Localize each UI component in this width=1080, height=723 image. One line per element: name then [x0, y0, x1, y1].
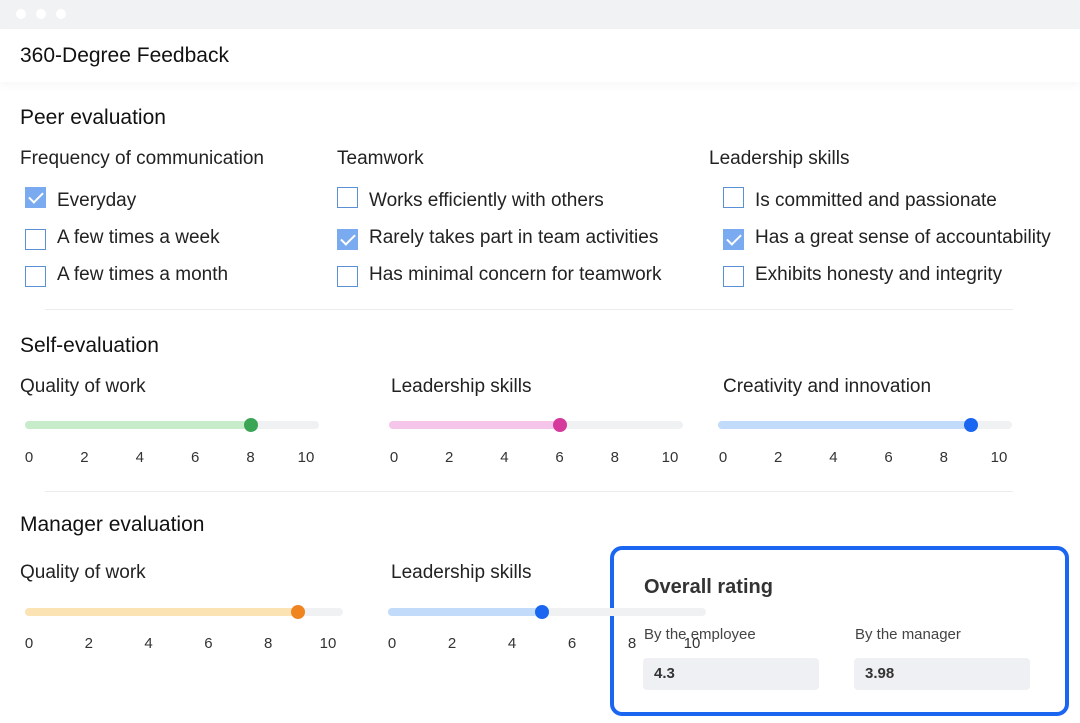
manager-rating-value: 3.98	[854, 658, 1030, 690]
slider-fill	[25, 421, 251, 429]
manager-rating-label: By the manager	[855, 626, 961, 643]
slider-tick-label: 4	[500, 449, 509, 466]
checkbox[interactable]	[25, 266, 46, 287]
overall-rating-title: Overall rating	[644, 576, 773, 598]
slider-fill	[25, 608, 299, 616]
slider-tick-label: 6	[567, 635, 577, 652]
checkbox[interactable]	[723, 187, 744, 208]
slider-label-leadership: Leadership skills	[391, 562, 532, 583]
checkbox-label: Rarely takes part in team activities	[369, 227, 659, 248]
slider-tick-label: 8	[939, 449, 948, 466]
slider-tick-label: 6	[191, 449, 200, 466]
manager-evaluation-title: Manager evaluation	[20, 513, 205, 536]
slider-fill	[718, 421, 972, 429]
checkbox-label: Has a great sense of accountability	[755, 227, 1051, 248]
group-label-leadership: Leadership skills	[709, 148, 850, 169]
slider-tick-label: 2	[774, 449, 783, 466]
checkbox[interactable]	[337, 187, 358, 208]
checkbox-label: Is committed and passionate	[755, 190, 997, 211]
slider-track[interactable]	[388, 605, 706, 619]
slider-tick-label: 2	[447, 635, 457, 652]
slider-tick-label: 8	[627, 635, 637, 652]
slider-track[interactable]	[718, 418, 1012, 432]
slider-label-leadership: Leadership skills	[391, 376, 532, 397]
group-label-frequency: Frequency of communication	[20, 148, 264, 169]
peer-evaluation-title: Peer evaluation	[20, 106, 166, 129]
slider-label-quality: Quality of work	[20, 562, 146, 583]
slider-tick-label: 4	[507, 635, 517, 652]
slider-tick-label: 4	[135, 449, 144, 466]
slider-tick-label: 4	[144, 635, 153, 652]
slider-track[interactable]	[25, 418, 319, 432]
checkbox-label: A few times a month	[57, 264, 229, 285]
checkbox-label: Has minimal concern for teamwork	[369, 264, 662, 285]
slider-tick-label: 8	[264, 635, 273, 652]
slider-tick-label: 4	[829, 449, 838, 466]
employee-rating-label: By the employee	[644, 626, 756, 643]
window-control-dot[interactable]	[56, 9, 66, 19]
self-evaluation-title: Self-evaluation	[20, 334, 159, 357]
slider-track[interactable]	[25, 605, 343, 619]
window-titlebar	[0, 0, 1080, 29]
slider-tick-label: 0	[24, 635, 34, 652]
slider-tick-label: 6	[884, 449, 893, 466]
slider-tick-label: 0	[387, 635, 397, 652]
employee-rating-value: 4.3	[643, 658, 819, 690]
slider-tick-label: 10	[297, 449, 315, 466]
checkbox-label: Exhibits honesty and integrity	[755, 264, 1003, 285]
slider-tick-label: 10	[990, 449, 1008, 466]
section-divider	[45, 491, 1013, 492]
slider-thumb[interactable]	[964, 418, 979, 432]
checkbox-label: Everyday	[57, 190, 137, 211]
slider-label-quality: Quality of work	[20, 376, 146, 397]
page-title: 360-Degree Feedback	[20, 44, 229, 67]
checkbox[interactable]	[337, 266, 358, 287]
slider-tick-label: 8	[246, 449, 255, 466]
checkbox[interactable]	[723, 266, 744, 287]
slider-tick-label: 2	[445, 449, 454, 466]
slider-fill	[388, 608, 542, 616]
slider-tick-label: 10	[319, 635, 337, 652]
app-header: 360-Degree Feedback	[0, 29, 1080, 82]
checkbox[interactable]	[723, 229, 744, 250]
window-control-dot[interactable]	[16, 9, 26, 19]
window-control-dot[interactable]	[36, 9, 46, 19]
checkbox[interactable]	[337, 229, 358, 250]
slider-label-creativity: Creativity and innovation	[723, 376, 932, 397]
slider-thumb[interactable]	[535, 605, 549, 619]
checkbox[interactable]	[25, 187, 46, 208]
slider-thumb[interactable]	[552, 418, 567, 432]
slider-tick-label: 8	[610, 449, 619, 466]
slider-fill	[389, 421, 560, 429]
slider-tick-label: 10	[683, 635, 701, 652]
checkbox[interactable]	[25, 229, 46, 250]
slider-tick-label: 6	[204, 635, 213, 652]
slider-tick-label: 0	[718, 449, 728, 466]
overall-rating-card: Overall rating By the employee By the ma…	[610, 546, 1069, 716]
slider-tick-label: 0	[389, 449, 399, 466]
slider-tick-label: 2	[80, 449, 89, 466]
slider-thumb[interactable]	[291, 605, 306, 619]
slider-tick-label: 10	[661, 449, 679, 466]
checkbox-label: Works efficiently with others	[369, 190, 604, 211]
slider-tick-label: 6	[555, 449, 564, 466]
slider-tick-label: 2	[84, 635, 93, 652]
slider-tick-label: 0	[24, 449, 34, 466]
checkbox-label: A few times a week	[57, 227, 220, 248]
group-label-teamwork: Teamwork	[337, 148, 424, 169]
section-divider	[45, 309, 1013, 310]
slider-thumb[interactable]	[243, 418, 258, 432]
slider-track[interactable]	[389, 418, 683, 432]
